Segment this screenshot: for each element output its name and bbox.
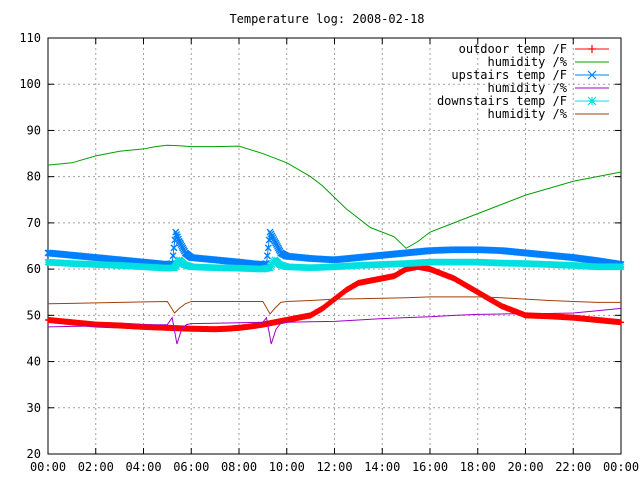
series-downstairs-temp xyxy=(44,256,625,273)
x-tick-label: 04:00 xyxy=(125,460,161,474)
legend-entry-upstairs-humidity: humidity /% xyxy=(488,81,609,95)
series-markers-downstairs-temp xyxy=(44,256,625,273)
x-tick-label: 06:00 xyxy=(173,460,209,474)
series-line-downstairs-humidity xyxy=(47,296,621,315)
chart-title: Temperature log: 2008-02-18 xyxy=(229,12,424,26)
x-tick-label: 22:00 xyxy=(555,460,591,474)
legend-entry-outdoor-humidity: humidity /% xyxy=(488,55,609,69)
y-tick-label: 100 xyxy=(19,77,41,91)
plot-frame xyxy=(47,37,622,455)
legend-entry-downstairs-humidity: humidity /% xyxy=(488,107,609,121)
x-tick-label: 00:00 xyxy=(603,460,639,474)
series-markers-upstairs-temp xyxy=(44,228,625,268)
series-line-upstairs-humidity xyxy=(47,307,622,345)
series-upstairs-temp xyxy=(44,228,625,268)
series-downstairs-humidity xyxy=(47,296,621,315)
y-tick-label: 40 xyxy=(27,355,41,369)
legend-label: humidity /% xyxy=(488,81,568,95)
y-tick-label: 50 xyxy=(27,308,41,322)
series-outdoor-humidity xyxy=(47,144,622,249)
y-tick-label: 60 xyxy=(27,262,41,276)
y-tick-label: 80 xyxy=(27,170,41,184)
legend-label: humidity /% xyxy=(488,107,568,121)
y-tick-label: 20 xyxy=(27,447,41,461)
y-tick-label: 30 xyxy=(27,401,41,415)
legend-label: outdoor temp /F xyxy=(459,42,567,56)
series-layer xyxy=(44,144,625,345)
x-tick-label: 10:00 xyxy=(269,460,305,474)
series-upstairs-humidity xyxy=(47,307,622,345)
x-tick-label: 00:00 xyxy=(30,460,66,474)
legend-entry-outdoor-temp: outdoor temp /F xyxy=(459,42,609,56)
legend-entry-upstairs-temp: upstairs temp /F xyxy=(451,68,609,82)
legend-label: humidity /% xyxy=(488,55,568,69)
x-tick-label: 18:00 xyxy=(460,460,496,474)
y-tick-label: 110 xyxy=(19,31,41,45)
x-tick-label: 12:00 xyxy=(316,460,352,474)
x-tick-label: 16:00 xyxy=(412,460,448,474)
legend-entry-downstairs-temp: downstairs temp /F xyxy=(437,94,609,108)
x-tick-label: 14:00 xyxy=(364,460,400,474)
legend-label: upstairs temp /F xyxy=(451,68,567,82)
y-tick-label: 90 xyxy=(27,123,41,137)
x-tick-label: 20:00 xyxy=(507,460,543,474)
series-line-outdoor-humidity xyxy=(47,144,622,249)
legend-marker xyxy=(587,96,597,106)
y-tick-label: 70 xyxy=(27,216,41,230)
legend-label: downstairs temp /F xyxy=(437,94,567,108)
x-tick-label: 02:00 xyxy=(78,460,114,474)
axes: 20 30 40 50 60 70 80 90 100 110 00:00 02:00 04:00 06:… xyxy=(19,31,639,474)
x-tick-label: 08:00 xyxy=(221,460,257,474)
legend-marker xyxy=(587,70,597,80)
legend-marker xyxy=(588,45,596,53)
